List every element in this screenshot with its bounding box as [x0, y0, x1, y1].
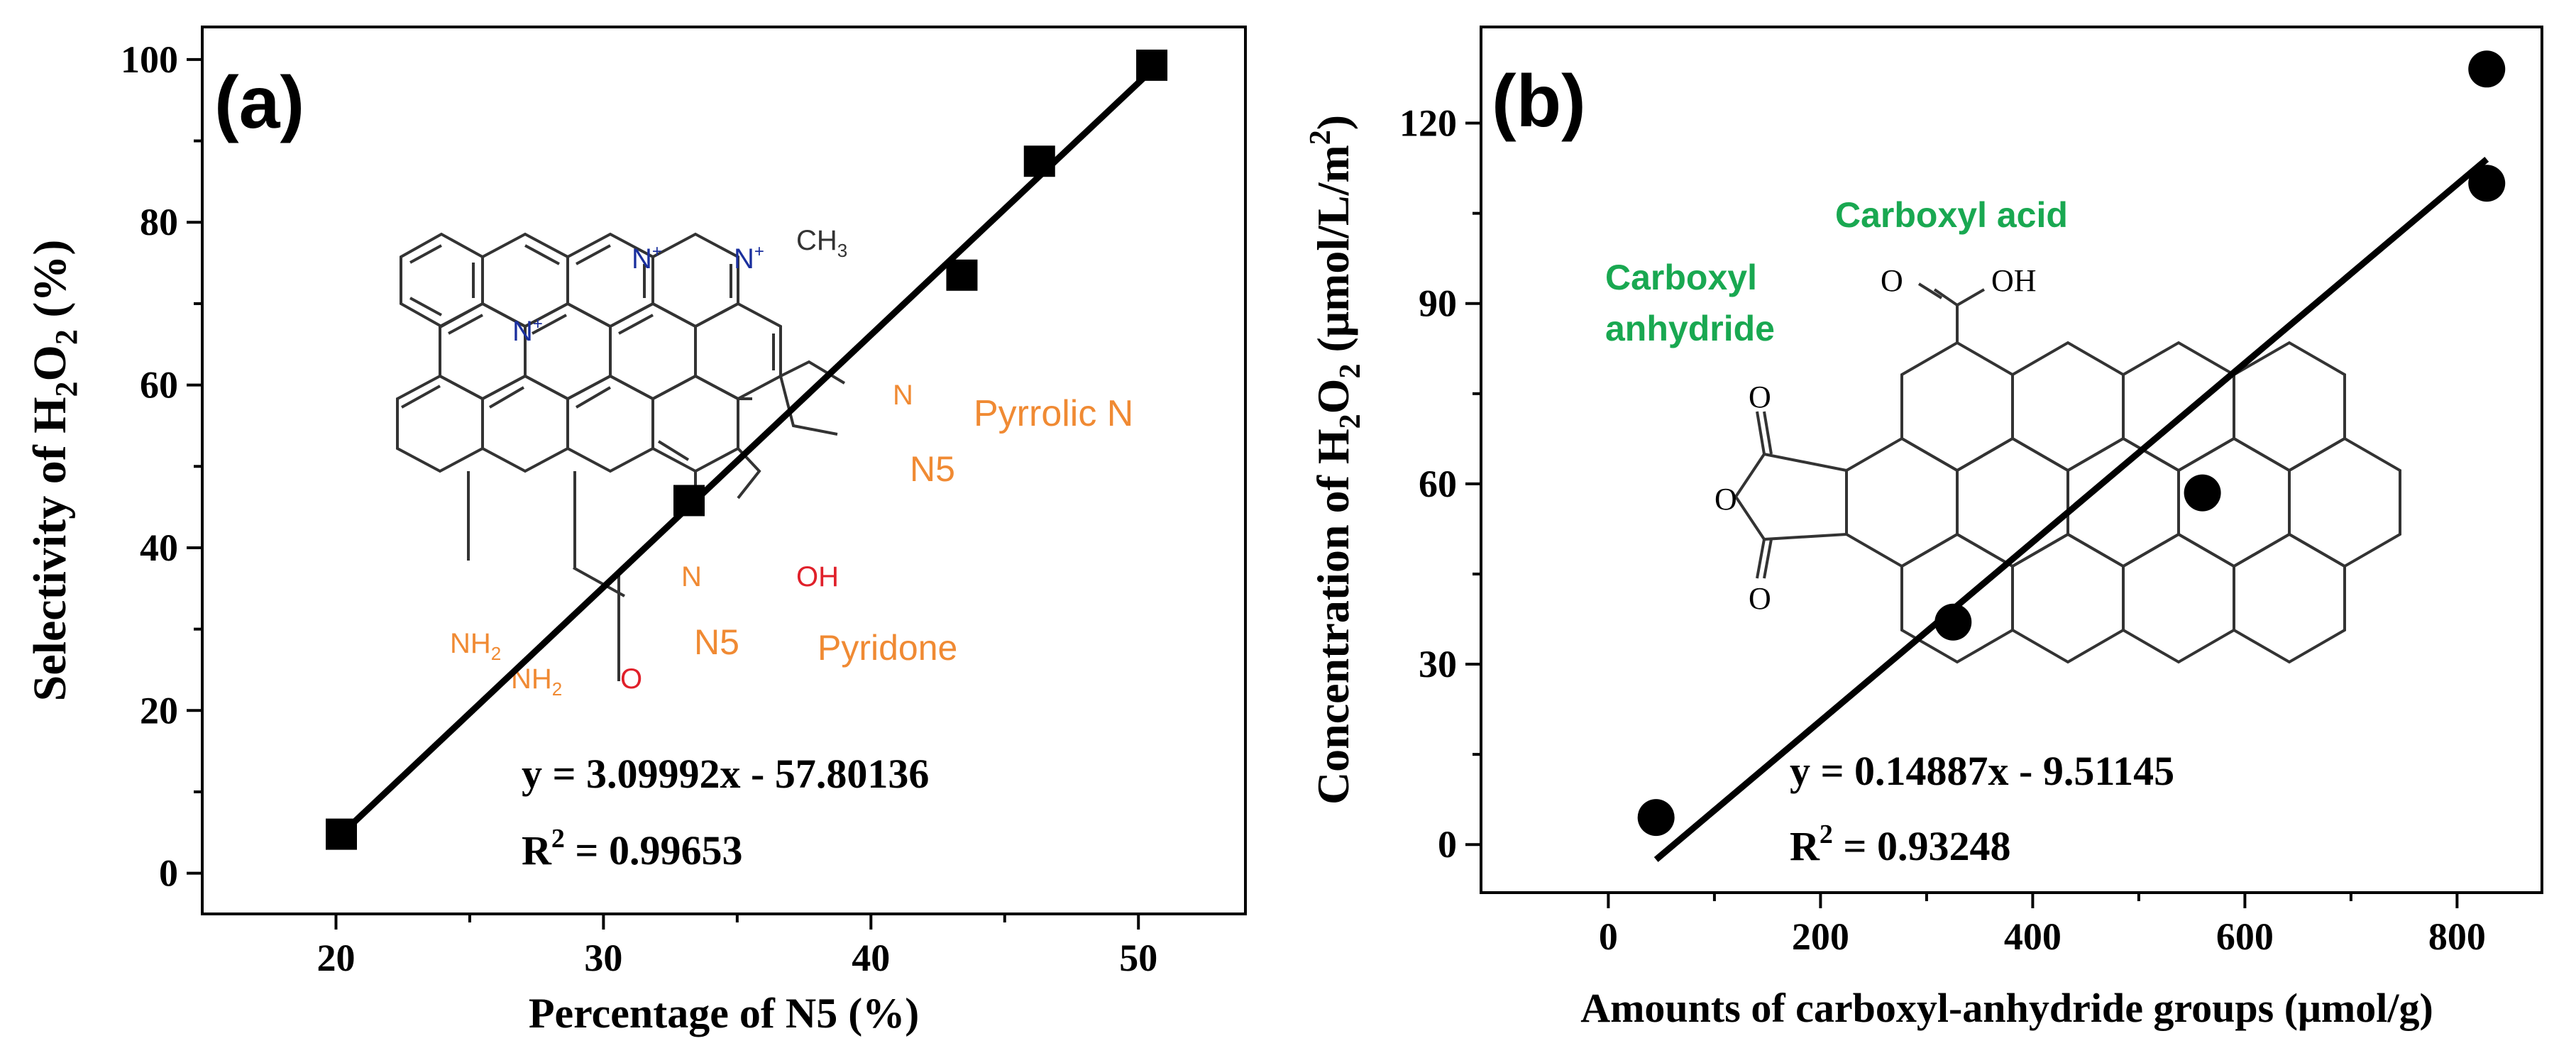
y-tick-label: 0	[1438, 823, 1457, 866]
y-tick-label: 120	[1399, 102, 1457, 145]
carboxyl-anhydride-label-line1: Carboxyl	[1605, 258, 1757, 297]
panel-a-chart: N+ N+ N+ CH3 N N OH NH2 NH2 O Pyrrolic N…	[24, 26, 1247, 1037]
x-tick-label: 200	[1792, 915, 1849, 958]
panel-b-y-axis-label: Concentration of H2O2 (μmol/L/m2)	[1304, 115, 1367, 805]
y-tick-label: 80	[140, 201, 178, 243]
y-tick-label: 90	[1419, 282, 1457, 325]
x-tick-label: 30	[584, 937, 622, 979]
panel-a-y-ticks: 0 20 40 60 80 100	[121, 38, 202, 895]
panel-a-x-axis-label: Percentage of N5 (%)	[529, 990, 919, 1037]
panel-b-y-ticks: 0 30 60 90 120	[1399, 102, 1481, 866]
o-label: O	[620, 663, 642, 695]
panel-b-points	[1637, 50, 2506, 837]
acid-o-label: O	[1881, 263, 1903, 298]
panel-b-equation: y = 0.14887x - 9.51145	[1790, 748, 2174, 794]
pyrrolic-n-label: Pyrrolic N	[974, 393, 1133, 434]
n-plus-label-1: N+	[632, 242, 662, 275]
panel-b-label: (b)	[1492, 60, 1586, 143]
pyridone-label: Pyridone	[818, 628, 957, 668]
panel-a-x-ticks: 20 30 40 50	[317, 914, 1157, 979]
panel-b-fit-line-group	[1653, 156, 2489, 862]
panel-a-pyridinic-structure	[396, 232, 846, 681]
data-point	[946, 259, 978, 291]
ring-n-label-2: N	[681, 561, 702, 592]
x-tick-label: 0	[1599, 915, 1618, 958]
nh2-label-1: NH2	[450, 628, 501, 664]
fit-line	[1653, 156, 2489, 862]
y-tick-label: 60	[140, 364, 178, 407]
data-point	[673, 485, 705, 517]
panel-b-x-ticks: 0 200 400 600 800	[1599, 893, 2486, 958]
ch3-label: CH3	[796, 225, 847, 261]
data-point	[1934, 603, 1972, 641]
x-tick-label: 40	[852, 937, 890, 979]
panel-a-points	[326, 49, 1168, 850]
acid-oh-label: OH	[1991, 263, 2037, 298]
anhydride-o-label-bottom: O	[1749, 581, 1771, 616]
panel-a-y-axis-label: Selectivity of H2O2 (%)	[24, 240, 84, 702]
x-tick-label: 400	[2004, 915, 2062, 958]
carboxyl-acid-label: Carboxyl acid	[1835, 195, 2068, 235]
y-tick-label: 0	[159, 852, 178, 895]
data-point	[326, 818, 357, 850]
y-tick-label: 60	[1419, 463, 1457, 505]
oh-label: OH	[796, 561, 839, 592]
n5-label-right: N5	[910, 449, 955, 489]
ring-n-label-1: N	[893, 380, 913, 411]
panel-a-structure-labels: N+ N+ N+ CH3 N N OH NH2 NH2 O Pyrrolic N…	[450, 225, 1133, 700]
panel-a-equation: y = 3.09992x - 57.80136	[522, 751, 929, 797]
panel-a-label: (a)	[214, 62, 304, 144]
panel-b-r-squared: R2 = 0.93248	[1790, 820, 2010, 869]
n-plus-label-2: N+	[734, 242, 764, 275]
n5-label-bottom: N5	[694, 622, 739, 662]
fit-line	[338, 65, 1157, 837]
data-point	[2468, 165, 2506, 202]
x-tick-label: 20	[317, 937, 355, 979]
data-point	[2184, 474, 2221, 512]
y-tick-label: 20	[140, 689, 178, 732]
y-tick-label: 100	[121, 38, 178, 81]
panel-b-structure-labels: O OH O O O Carboxyl acid Carboxyl anhydr…	[1605, 195, 2068, 616]
y-tick-label: 40	[140, 526, 178, 569]
x-tick-label: 800	[2428, 915, 2486, 958]
anhydride-o-label-ring: O	[1714, 482, 1737, 517]
y-tick-label: 30	[1419, 643, 1457, 685]
n-plus-label-3: N+	[512, 314, 543, 347]
data-point	[1637, 799, 1675, 837]
panel-b-x-axis-label: Amounts of carboxyl-anhydride groups (μm…	[1580, 985, 2433, 1031]
panel-a-axes-frame	[201, 26, 1247, 915]
carboxyl-anhydride-label-line2: anhydride	[1605, 309, 1775, 348]
panel-a-fit-line-group	[338, 65, 1157, 837]
panel-b-axes-frame	[1480, 26, 2543, 894]
x-tick-label: 600	[2216, 915, 2274, 958]
panel-a-r-squared: R2 = 0.99653	[522, 824, 742, 873]
data-point	[1136, 49, 1168, 81]
data-point	[2468, 50, 2506, 88]
panel-b-carboxyl-structure	[1734, 282, 2401, 664]
anhydride-o-label-top: O	[1749, 380, 1771, 414]
x-tick-label: 50	[1119, 937, 1157, 979]
panel-b-chart: O OH O O O Carboxyl acid Carboxyl anhydr…	[1304, 26, 2543, 1031]
data-point	[1023, 145, 1055, 177]
